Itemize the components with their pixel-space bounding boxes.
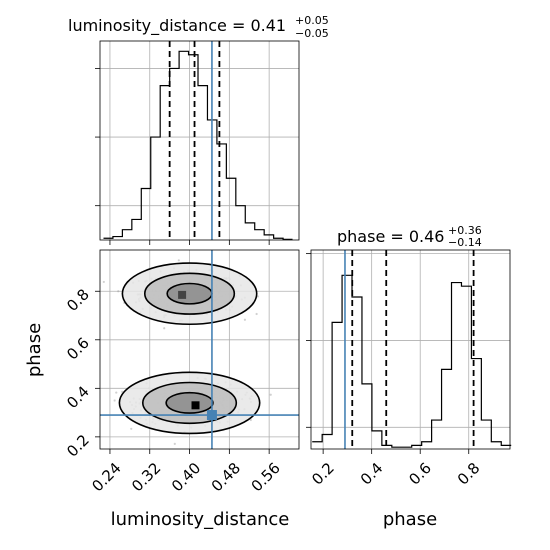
joint-panel: 0.24 0.32 0.40 0.48 0.56 0.2 0.4 0.6 0.8 luminos… xyxy=(24,249,300,530)
phase-hist-ticks xyxy=(306,253,470,454)
joint-contour-1-2 xyxy=(118,371,261,435)
phase-title-upper: +0.36 xyxy=(448,224,482,237)
joint-sample-point xyxy=(163,327,166,330)
phase-hist-panel: phase = 0.46 +0.36 −0.14 0.2 0.4 0.6 0.8 ph… xyxy=(306,224,512,530)
joint-truth-marker xyxy=(206,410,217,421)
joint-density-fill-1-2 xyxy=(166,392,213,414)
joint-sample-point xyxy=(249,418,252,422)
phase-hist-marks xyxy=(312,250,512,449)
joint-ylabel: phase xyxy=(24,323,45,377)
joint-ticks xyxy=(95,290,270,454)
joint-sample-point xyxy=(115,391,118,394)
joint-contour-1-0 xyxy=(165,391,214,414)
joint-density xyxy=(119,263,260,434)
ld-title-upper: +0.05 xyxy=(295,14,329,27)
joint-sample-point xyxy=(130,427,133,430)
joint-xtick-label-2: 0.40 xyxy=(168,459,204,495)
phase-xlabel: phase xyxy=(383,509,437,530)
joint-peak-1 xyxy=(191,401,200,410)
joint-sample-point xyxy=(117,290,120,293)
joint-contours xyxy=(118,262,261,435)
phase-hist-ticklabels: 0.2 0.4 0.6 0.8 xyxy=(308,459,483,489)
ld-hist-marks xyxy=(103,41,293,240)
joint-xtick-label-1: 0.32 xyxy=(128,459,164,495)
ld-title: luminosity_distance = 0.41 xyxy=(68,16,286,36)
ld-hist-panel: luminosity_distance = 0.41 +0.05 −0.05 xyxy=(68,14,329,245)
ph-hist-step xyxy=(312,274,512,448)
phase-hist-frame xyxy=(310,249,511,450)
phase-hist-grid xyxy=(311,250,510,449)
joint-ytick-label-2: 0.6 xyxy=(63,334,93,364)
ld-title-lower: −0.05 xyxy=(295,27,329,40)
joint-sample-point xyxy=(102,280,105,284)
joint-ytick-label-0: 0.2 xyxy=(63,431,93,461)
joint-contour-1-1 xyxy=(141,381,238,425)
ph-xtick-label-2: 0.6 xyxy=(405,459,435,489)
joint-peak-0 xyxy=(178,290,187,299)
joint-sample-point xyxy=(113,399,116,402)
joint-sample-point xyxy=(177,259,180,262)
joint-xtick-label-0: 0.24 xyxy=(88,459,124,495)
ld-hist-grid xyxy=(100,41,299,240)
joint-truth xyxy=(100,250,299,449)
ld-hist-frame xyxy=(99,40,300,241)
ld-hist-ticks xyxy=(95,68,270,245)
joint-ytick-label-1: 0.4 xyxy=(63,382,93,412)
joint-contour-0-1 xyxy=(143,272,236,315)
joint-ytick-label-3: 0.8 xyxy=(63,285,93,315)
phase-title-lower: −0.14 xyxy=(448,236,482,249)
joint-sample-point xyxy=(243,318,247,321)
joint-frame xyxy=(99,249,300,450)
joint-sample-point xyxy=(269,393,272,396)
joint-xtick-label-4: 0.56 xyxy=(248,459,284,495)
joint-sample-point xyxy=(173,442,176,445)
ph-xtick-label-1: 0.4 xyxy=(357,459,387,489)
joint-xtick-label-3: 0.48 xyxy=(208,459,244,495)
joint-sample-point xyxy=(255,312,258,316)
joint-contour-0-2 xyxy=(121,262,258,326)
ld-hist-step xyxy=(103,50,293,240)
joint-xlabel: luminosity_distance xyxy=(111,509,290,530)
ph-xtick-label-3: 0.8 xyxy=(454,459,484,489)
ph-xtick-label-0: 0.2 xyxy=(308,459,338,489)
phase-title: phase = 0.46 xyxy=(337,227,444,246)
